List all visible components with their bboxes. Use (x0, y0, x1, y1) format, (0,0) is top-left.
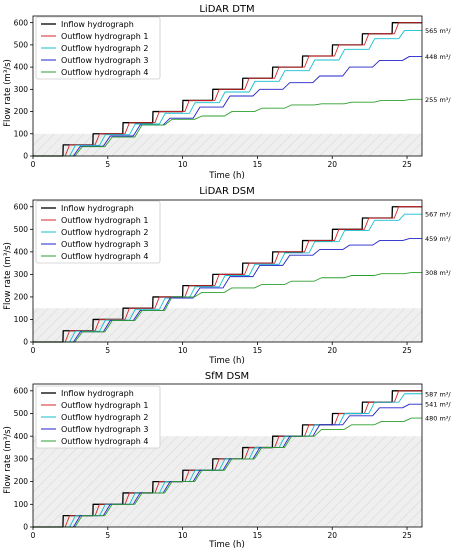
y-axis-label: Flow rate (m³/s) (3, 426, 13, 494)
x-tick-label: 25 (402, 160, 412, 169)
legend-box (35, 385, 161, 449)
y-tick-label: 100 (14, 129, 29, 138)
y-tick-label: 300 (14, 270, 29, 279)
panel-sfm-dsm: SfM DSM 0 5 10 15 20 25 0 100 200 300 400 500 600 Fl… (3, 371, 451, 550)
legend-label-outflow-2: Outflow hydrograph 2 (61, 228, 148, 237)
hatched-band (33, 133, 422, 156)
legend-label-outflow-4: Outflow hydrograph 4 (61, 252, 148, 261)
annotation-peak-2: 448 m³/s (425, 53, 451, 61)
panel-title: LiDAR DSM (199, 186, 255, 197)
y-tick-label: 400 (14, 247, 29, 256)
legend-label-outflow-4: Outflow hydrograph 4 (61, 437, 148, 446)
legend: Inflow hydrograph Outflow hydrograph 1 O… (35, 16, 161, 80)
x-tick-label: 10 (178, 346, 188, 355)
legend-label-outflow-4: Outflow hydrograph 4 (61, 68, 148, 77)
x-tick-label: 10 (178, 531, 188, 540)
x-tick-label: 20 (327, 346, 337, 355)
y-tick-label: 600 (14, 18, 29, 27)
legend-label-inflow: Inflow hydrograph (61, 389, 134, 398)
annotation-peak-3: 308 m³/s (425, 269, 451, 277)
y-tick-label: 0 (23, 152, 28, 161)
legend: Inflow hydrograph Outflow hydrograph 1 O… (35, 200, 161, 264)
y-tick-label: 400 (14, 63, 29, 72)
annotation-peak-2: 541 m³/s (425, 401, 451, 409)
y-axis-label: Flow rate (m³/s) (3, 242, 13, 310)
plot-area: 0 5 10 15 20 25 0 100 200 300 400 500 600 (14, 15, 423, 169)
x-tick-label: 5 (105, 160, 110, 169)
legend-label-outflow-3: Outflow hydrograph 3 (61, 240, 148, 249)
plot-area: 0 5 10 15 20 25 0 100 200 300 400 500 600 (14, 199, 423, 355)
annotation-peak-1: 587 m³/s (425, 390, 451, 398)
y-tick-label: 300 (14, 85, 29, 94)
x-tick-label: 15 (253, 160, 263, 169)
series-line-outflow-4 (33, 272, 422, 343)
x-axis-label: Time (h) (208, 356, 245, 366)
x-tick-label: 15 (253, 346, 263, 355)
panel-title: LiDAR DTM (199, 4, 254, 15)
y-tick-label: 400 (14, 432, 29, 441)
y-tick-label: 200 (14, 477, 29, 486)
series-line-outflow-1 (33, 206, 422, 343)
y-tick-label: 0 (23, 523, 28, 532)
series-line-outflow-2 (33, 213, 422, 343)
x-tick-label: 0 (31, 531, 36, 540)
y-axis-label: Flow rate (m³/s) (3, 59, 13, 127)
hatched-band (33, 308, 422, 342)
legend-box (35, 16, 161, 80)
x-tick-label: 25 (402, 346, 412, 355)
x-tick-label: 20 (327, 531, 337, 540)
y-tick-label: 300 (14, 455, 29, 464)
annotation-peak-3: 480 m³/s (425, 415, 451, 423)
x-tick-label: 0 (31, 160, 36, 169)
y-tick-label: 500 (14, 409, 29, 418)
y-tick-label: 600 (14, 202, 29, 211)
axes-frame (32, 15, 423, 157)
legend-label-outflow-2: Outflow hydrograph 2 (61, 44, 148, 53)
y-tick-label: 100 (14, 315, 29, 324)
legend-label-outflow-1: Outflow hydrograph 1 (61, 32, 148, 41)
x-tick-label: 5 (105, 531, 110, 540)
panel-lidar-dsm: LiDAR DSM 0 5 10 15 20 250100200300400500600 … (3, 186, 451, 366)
x-tick-label: 0 (31, 346, 36, 355)
legend-label-inflow: Inflow hydrograph (61, 204, 134, 213)
y-tick-label: 500 (14, 225, 29, 234)
legend-label-outflow-3: Outflow hydrograph 3 (61, 56, 148, 65)
y-tick-label: 200 (14, 107, 29, 116)
panel-title: SfM DSM (205, 371, 249, 382)
annotation-peak-3: 255 m³/s (425, 96, 451, 104)
legend-label-outflow-1: Outflow hydrograph 1 (61, 401, 148, 410)
y-tick-label: 600 (14, 386, 29, 395)
legend-box (35, 200, 161, 264)
series-line-outflow-1 (33, 22, 422, 157)
annotation-peak-1: 565 m³/s (425, 27, 451, 35)
y-tick-label: 500 (14, 40, 29, 49)
y-tick-label: 200 (14, 293, 29, 302)
x-tick-label: 10 (178, 160, 188, 169)
x-tick-label: 25 (402, 531, 412, 540)
hatched-band (33, 436, 422, 527)
panel-lidar-dtm: LiDAR DTM 0 5 10 15 20 250100200300400500600 … (3, 4, 451, 181)
series-line-outflow-3 (33, 55, 422, 157)
x-axis-label: Time (h) (208, 540, 245, 550)
axes-frame (32, 383, 423, 528)
axes-frame (32, 199, 423, 343)
annotation-peak-1: 567 m³/s (425, 211, 451, 219)
y-tick-label: 100 (14, 500, 29, 509)
x-axis-label: Time (h) (208, 171, 245, 181)
series-line-outflow-4 (33, 98, 422, 157)
y-tick-label: 0 (23, 338, 28, 347)
annotation-peak-2: 459 m³/s (425, 235, 451, 243)
legend-label-outflow-3: Outflow hydrograph 3 (61, 425, 148, 434)
legend-label-outflow-1: Outflow hydrograph 1 (61, 216, 148, 225)
x-tick-label: 15 (253, 531, 263, 540)
series-line-outflow-4 (33, 417, 422, 528)
legend: Inflow hydrograph Outflow hydrograph 1 O… (35, 385, 161, 449)
legend-label-inflow: Inflow hydrograph (61, 20, 134, 29)
x-tick-label: 20 (327, 160, 337, 169)
legend-label-outflow-2: Outflow hydrograph 2 (61, 413, 148, 422)
series-line-outflow-2 (33, 29, 422, 157)
plot-area: 0 5 10 15 20 25 0 100 200 300 400 500 600 (14, 383, 423, 540)
x-tick-label: 5 (105, 346, 110, 355)
